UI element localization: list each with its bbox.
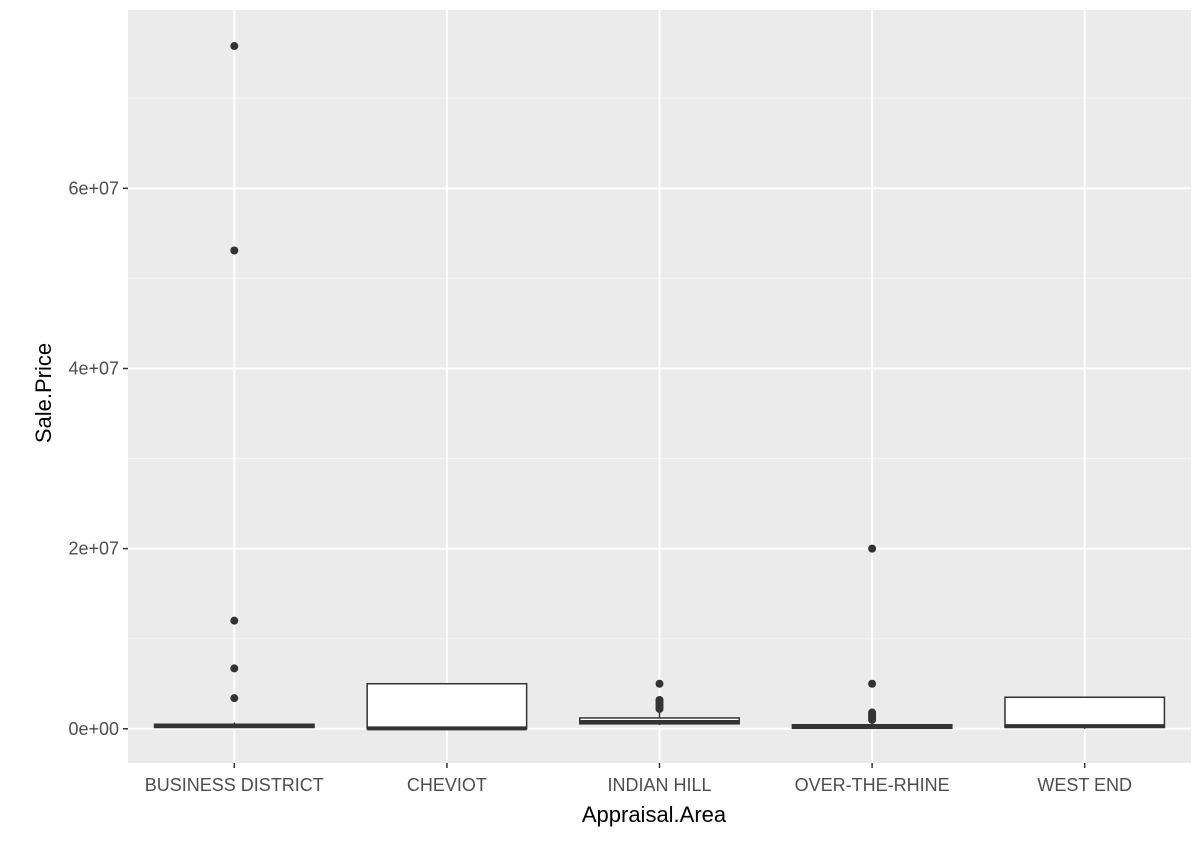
y-tick-label: 4e+07 <box>68 358 119 378</box>
y-tick-label: 0e+00 <box>68 719 119 739</box>
y-axis-title: Sale.Price <box>31 343 56 443</box>
y-tick-label: 6e+07 <box>68 178 119 198</box>
outlier-point <box>868 715 877 724</box>
box-group <box>791 544 953 730</box>
x-axis-title: Appraisal.Area <box>582 802 727 827</box>
outlier-point <box>230 42 239 51</box>
x-tick-label: INDIAN HILL <box>607 775 711 795</box>
box <box>1004 696 1166 729</box>
outlier-point <box>230 246 239 255</box>
outlier-point <box>655 704 664 713</box>
x-tick-label: BUSINESS DISTRICT <box>145 775 324 795</box>
outlier-point <box>230 616 239 625</box>
box-group <box>153 42 315 729</box>
x-tick-label: WEST END <box>1037 775 1132 795</box>
outlier-point <box>868 679 877 688</box>
outlier-point <box>655 679 664 688</box>
outlier-point <box>230 694 239 703</box>
outlier-point <box>868 544 877 553</box>
box-group <box>366 682 528 731</box>
y-axis: 0e+00 2e+07 4e+07 6e+07 <box>68 178 128 739</box>
x-tick-label: CHEVIOT <box>407 775 487 795</box>
outlier-point <box>230 664 239 673</box>
box-group <box>579 679 740 726</box>
box-layer <box>153 42 1166 731</box>
x-tick-label: OVER-THE-RHINE <box>795 775 950 795</box>
y-tick-label: 2e+07 <box>68 539 119 559</box>
box <box>366 682 528 730</box>
box-group <box>1004 696 1166 729</box>
major-gridlines <box>128 10 1191 763</box>
x-axis: BUSINESS DISTRICT CHEVIOT INDIAN HILL OVER-… <box>145 763 1132 795</box>
